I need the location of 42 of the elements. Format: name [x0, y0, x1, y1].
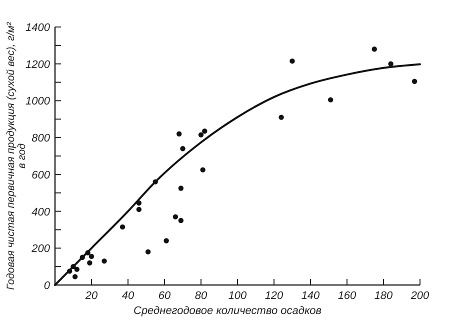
y-tick-label: 0: [44, 280, 51, 292]
x-axis-title: Среднегодовое количество осадков: [134, 305, 322, 317]
point: [202, 128, 208, 134]
x-tick-label: 100: [228, 290, 248, 302]
point: [328, 97, 334, 102]
y-tick-label: 400: [32, 206, 51, 218]
point: [200, 167, 206, 172]
point: [72, 274, 78, 280]
point: [164, 238, 169, 244]
point: [290, 58, 295, 64]
x-tick-label: 40: [122, 290, 135, 302]
point: [88, 254, 94, 260]
point: [178, 218, 184, 224]
x-tick-label: 180: [374, 290, 394, 302]
point: [176, 131, 182, 136]
x-tick-label: 140: [301, 290, 321, 302]
x-tick-label: 60: [158, 290, 172, 302]
point: [74, 266, 80, 272]
x-tick-label: 20: [84, 290, 98, 302]
point: [145, 249, 151, 254]
y-tick-label: 1200: [26, 58, 51, 71]
point: [198, 132, 204, 138]
x-tick-label: 200: [410, 290, 430, 302]
y-tick-label: 1400: [26, 22, 51, 34]
point: [87, 260, 92, 266]
point: [172, 214, 178, 220]
point: [388, 61, 394, 66]
point: [120, 224, 126, 230]
y-tick-label: 1000: [26, 96, 51, 108]
point: [180, 146, 186, 152]
x-tick-label: 80: [194, 290, 208, 302]
y-tick-label: 600: [32, 169, 51, 182]
point: [178, 186, 184, 191]
point: [102, 258, 107, 264]
x-tick-label: 160: [338, 290, 358, 302]
point: [372, 46, 377, 52]
x-tick-label: 120: [264, 290, 284, 302]
point: [278, 114, 284, 120]
point: [412, 78, 418, 84]
y-tick-label: 200: [30, 243, 51, 256]
point: [136, 206, 142, 212]
y-tick-label: 800: [32, 132, 51, 145]
